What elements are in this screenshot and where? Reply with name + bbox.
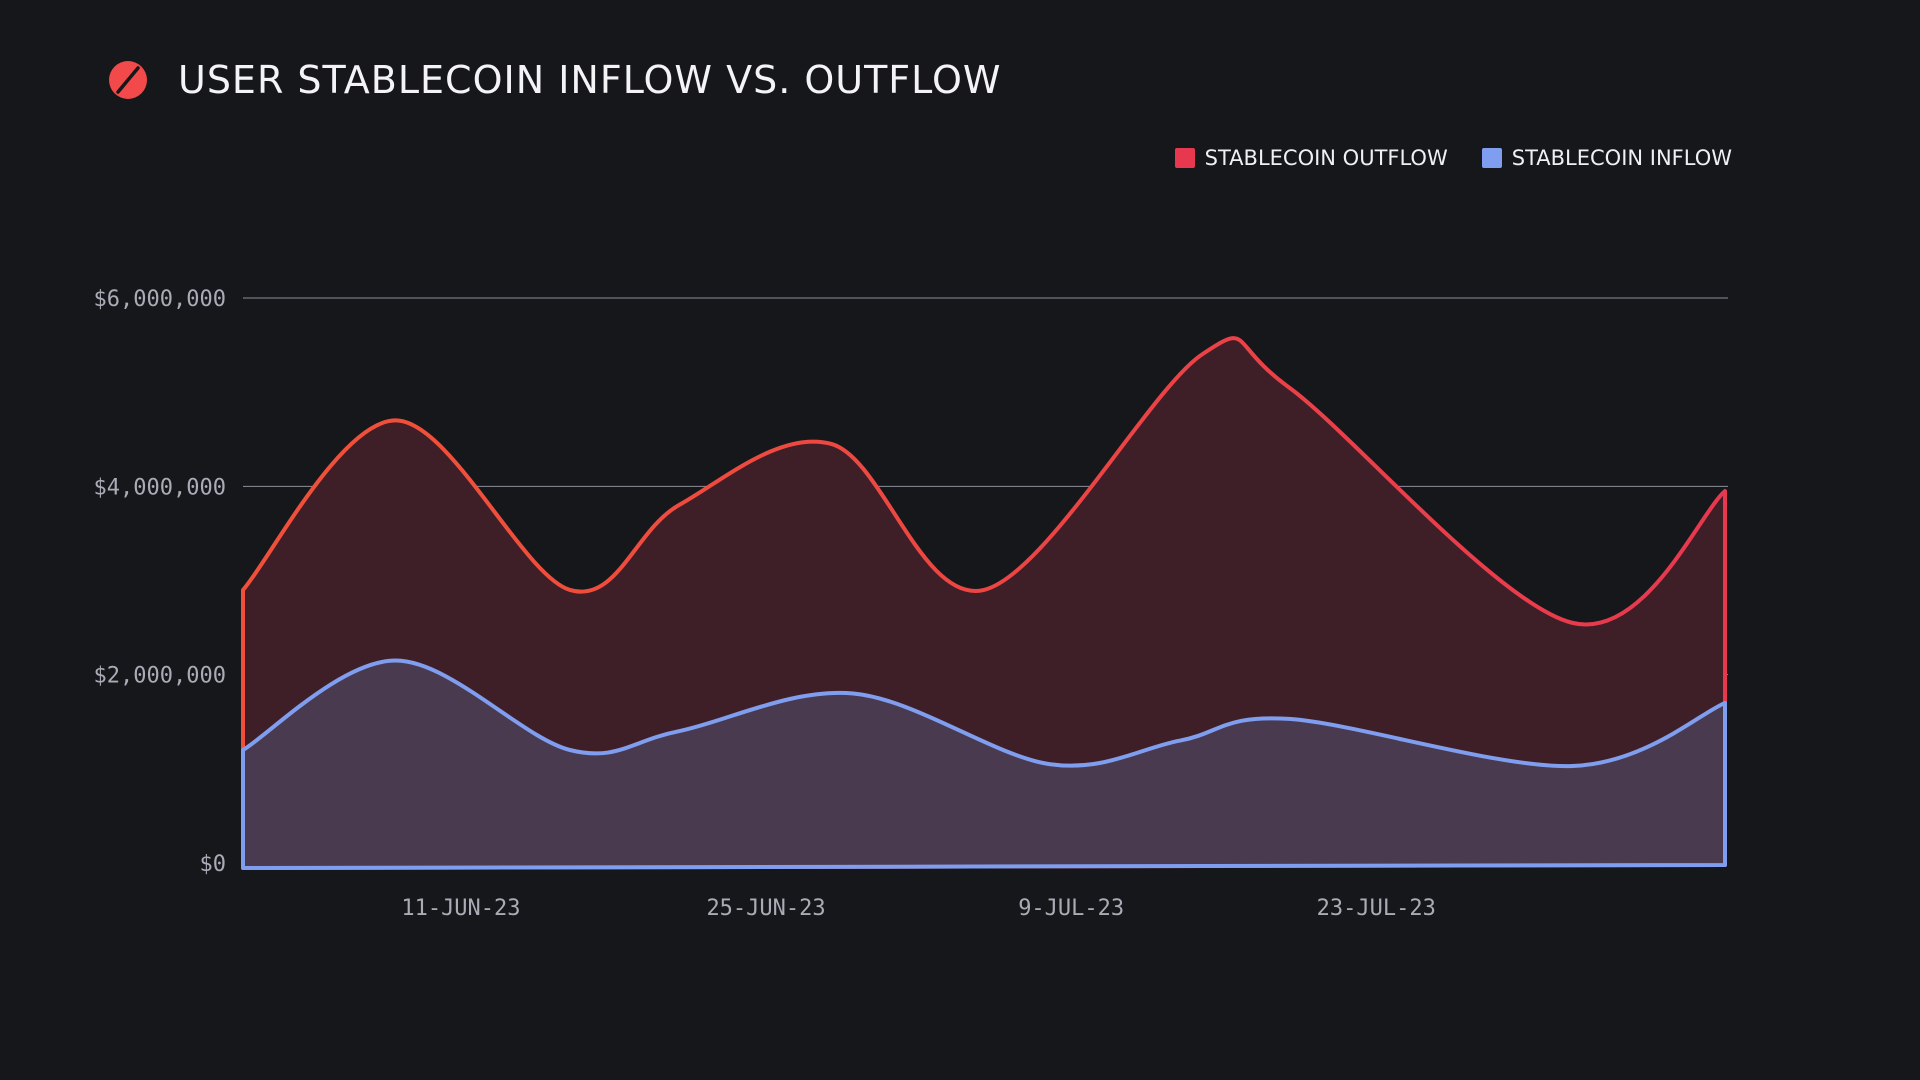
legend-label-outflow: STABLECOIN OUTFLOW xyxy=(1204,146,1448,170)
series-areas xyxy=(241,336,1727,870)
chart-legend: STABLECOIN OUTFLOW STABLECOIN INFLOW xyxy=(1174,146,1732,170)
x-tick-label: 9-JUL-23 xyxy=(1018,896,1124,921)
x-tick-label: 25-JUN-23 xyxy=(706,896,825,921)
series-area-inflow xyxy=(243,660,1725,868)
x-tick-label: 11-JUN-23 xyxy=(401,896,520,921)
series-line-inflow xyxy=(241,658,1727,870)
legend-item-inflow[interactable]: STABLECOIN INFLOW xyxy=(1481,146,1732,170)
y-tick-label: $2,000,000 xyxy=(94,664,226,689)
chart-title: USER STABLECOIN INFLOW VS. OUTFLOW xyxy=(178,58,1002,102)
slashed-circle-logo-icon xyxy=(109,61,147,99)
x-axis-ticks: 11-JUN-23 25-JUN-23 9-JUL-23 23-JUL-23 xyxy=(401,896,1436,921)
legend-swatch-outflow xyxy=(1174,148,1195,168)
legend-item-outflow[interactable]: STABLECOIN OUTFLOW xyxy=(1174,146,1448,170)
chart-header: USER STABLECOIN INFLOW VS. OUTFLOW xyxy=(108,56,1001,104)
y-axis-ticks: $0 $2,000,000 $4,000,000 $6,000,000 xyxy=(94,287,226,877)
y-tick-label: $6,000,000 xyxy=(94,287,226,312)
legend-label-inflow: STABLECOIN INFLOW xyxy=(1511,146,1732,170)
y-tick-label: $4,000,000 xyxy=(94,475,226,500)
series-line-outflow xyxy=(241,336,1727,870)
y-tick-label: $0 xyxy=(200,852,227,877)
legend-swatch-inflow xyxy=(1481,148,1502,168)
x-tick-label: 23-JUL-23 xyxy=(1317,896,1436,921)
